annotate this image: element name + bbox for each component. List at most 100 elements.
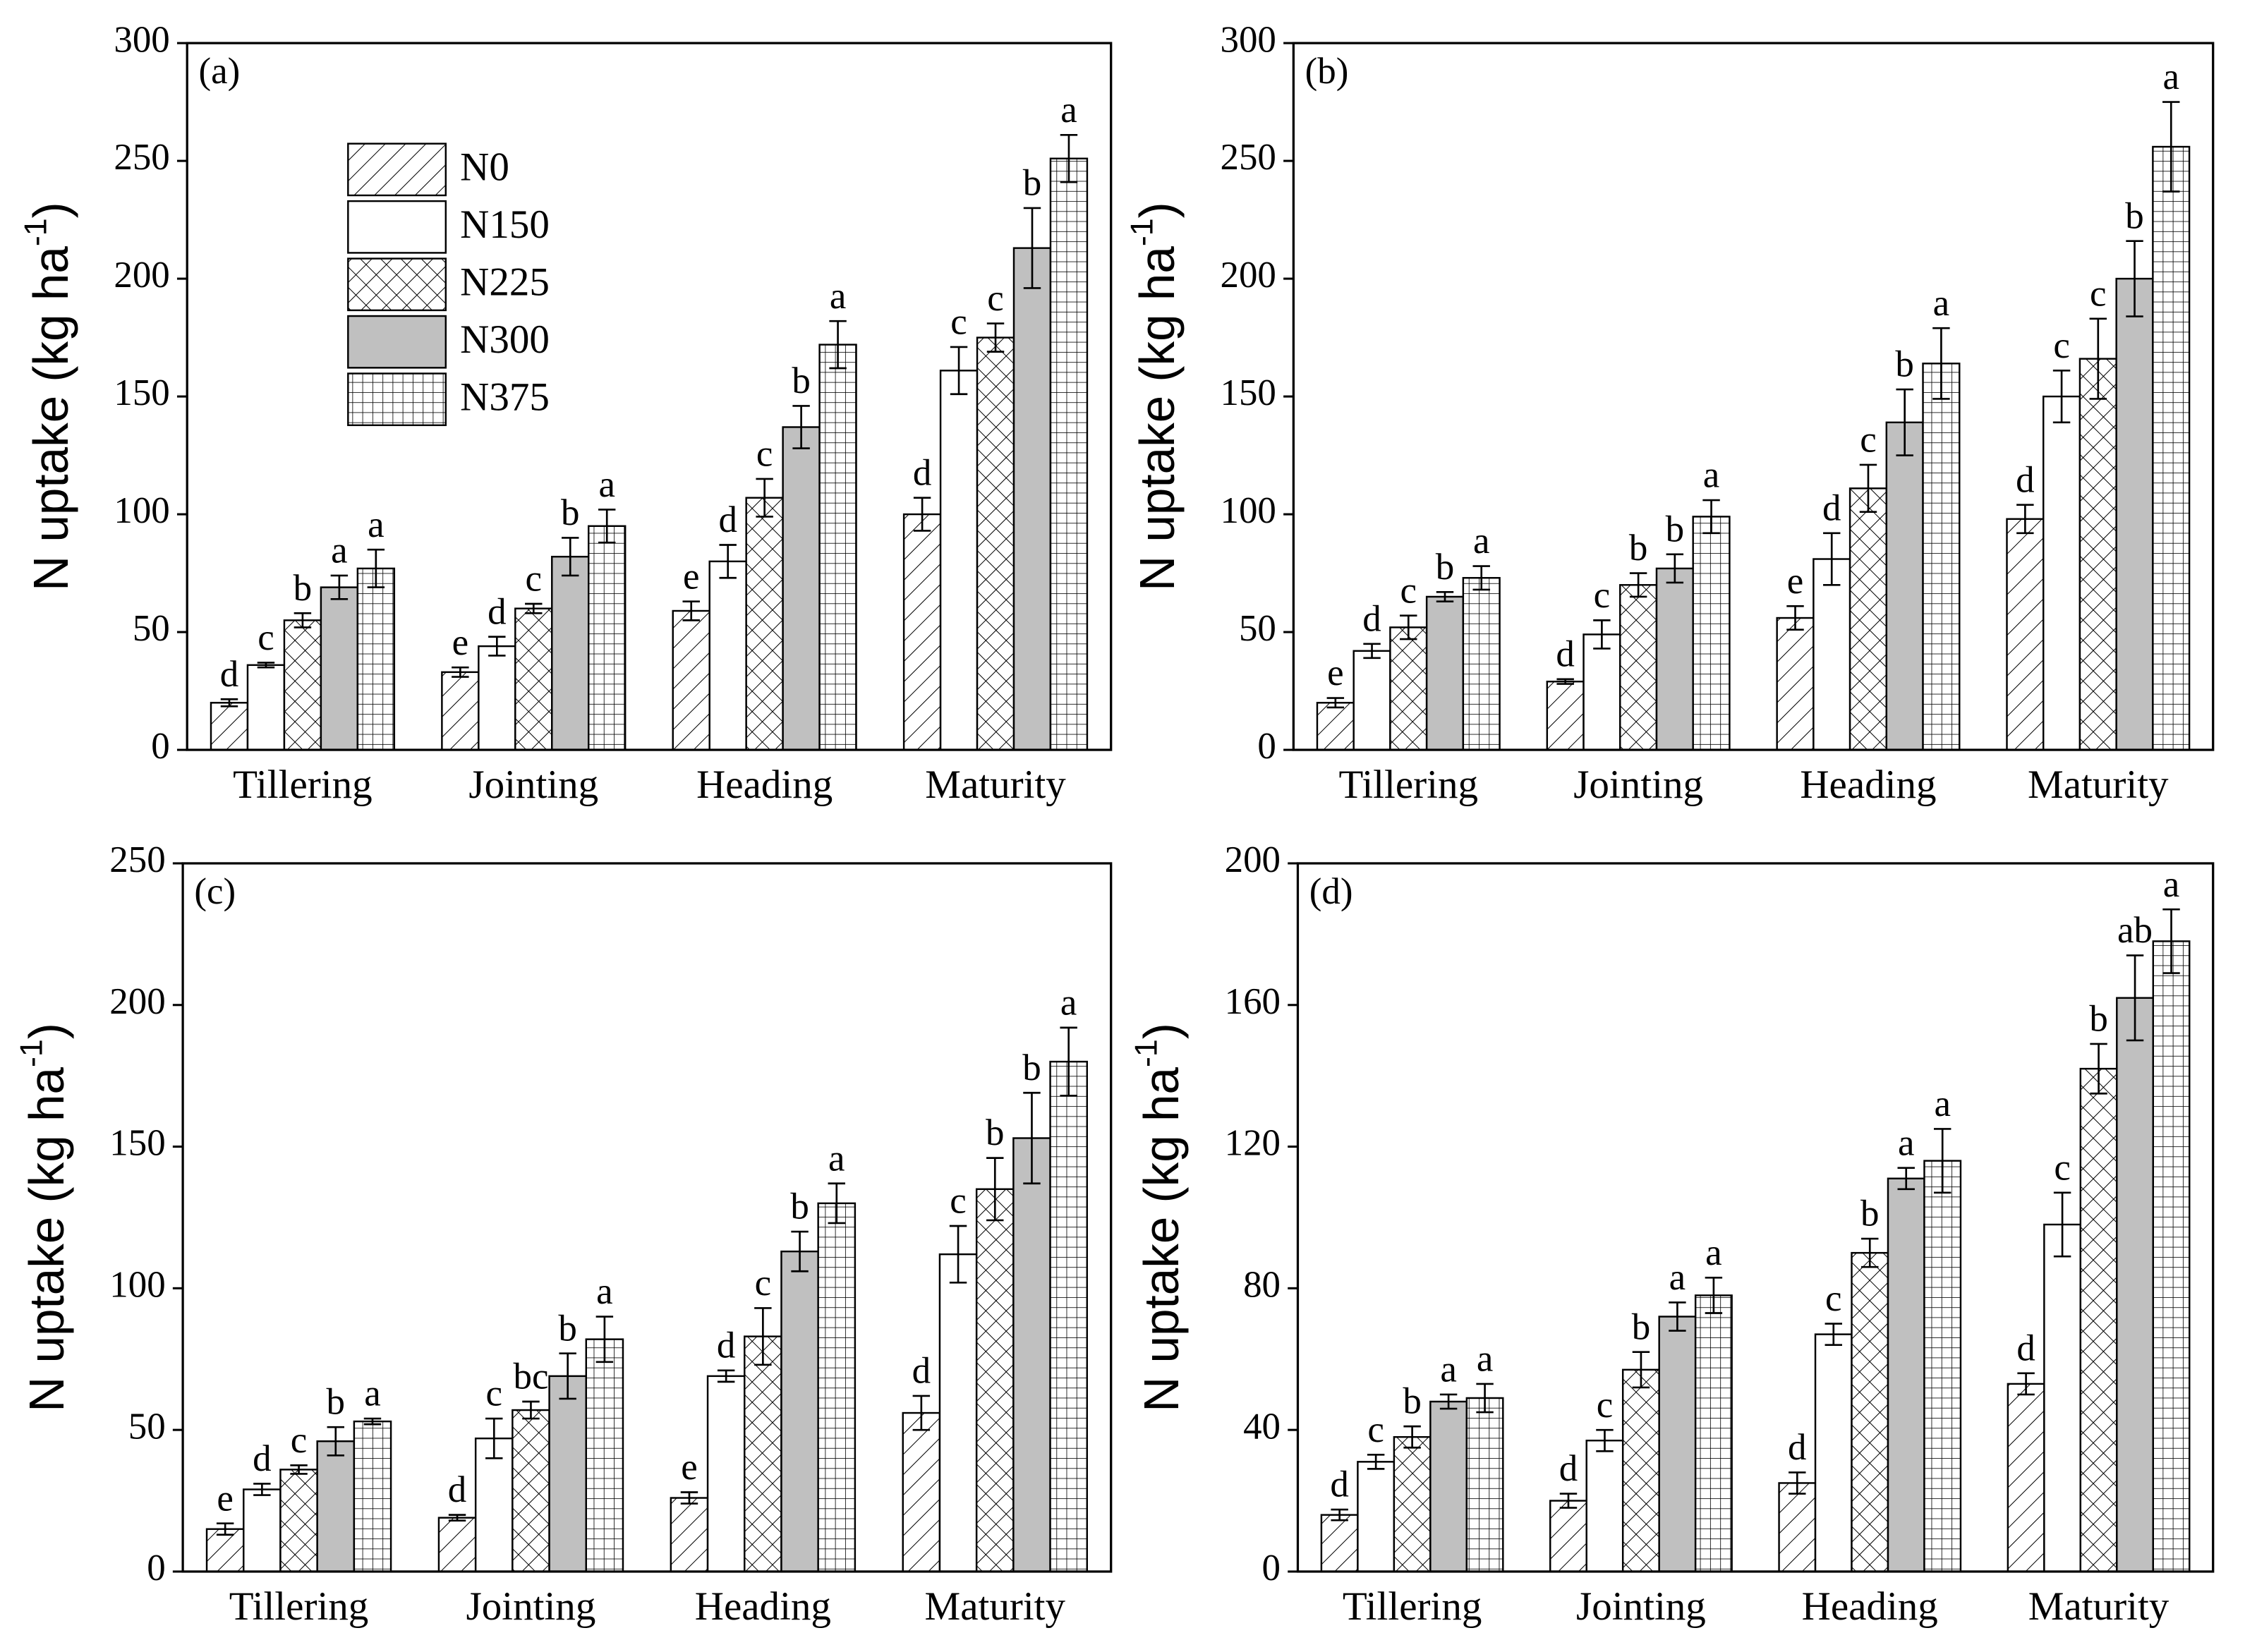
- bar: [353, 1420, 392, 1573]
- error-bar: [2126, 954, 2144, 1042]
- y-axis-label: N uptake (kg ha-1): [13, 1023, 74, 1412]
- error-bar: [791, 1230, 809, 1273]
- bar: [1655, 567, 1694, 751]
- significance-letter: a: [1933, 283, 1950, 324]
- panel: 0 50 100 150 200 250 300 N uptake (kg ha-1) (b) T…: [1124, 19, 2215, 807]
- bar: [780, 1250, 819, 1573]
- error-bar: [1859, 463, 1877, 514]
- bar: [210, 702, 249, 751]
- significance-letter: e: [1787, 561, 1804, 602]
- x-tick-label: Maturity: [924, 1584, 1065, 1629]
- y-axis-label-text: N uptake (kg ha: [1130, 246, 1185, 591]
- bar: [1694, 1294, 1733, 1573]
- error-bar: [950, 346, 968, 396]
- significance-letter: c: [1367, 1409, 1384, 1450]
- y-tick-label: 200: [114, 255, 169, 296]
- significance-letter: a: [1934, 1083, 1951, 1124]
- plot-frame: [1292, 42, 2215, 751]
- significance-letter: c: [950, 1181, 967, 1222]
- significance-letter: b: [1023, 162, 1041, 203]
- y-axis-label-sup: -1: [1128, 1039, 1163, 1067]
- bar: [1813, 558, 1851, 751]
- x-tick-label: Tillering: [1339, 763, 1479, 807]
- y-tick-label: 200: [1221, 255, 1276, 296]
- error-bar: [488, 636, 506, 657]
- error-bar: [1060, 134, 1078, 183]
- error-bar: [1596, 1428, 1614, 1452]
- bar: [902, 513, 942, 751]
- bar: [1621, 1368, 1660, 1573]
- bar: [670, 1497, 709, 1573]
- y-tick-label: 100: [109, 1265, 165, 1306]
- bar: [706, 1375, 746, 1573]
- significance-letter: a: [828, 1138, 845, 1179]
- y-tick-label: 0: [1257, 726, 1276, 767]
- error-bar: [327, 1426, 344, 1457]
- error-bar: [1702, 499, 1720, 535]
- error-bar: [949, 1225, 967, 1284]
- bar: [2042, 395, 2081, 751]
- significance-letter: a: [368, 504, 385, 545]
- plot-frame: [186, 42, 1113, 751]
- legend-label: N375: [460, 375, 550, 419]
- significance-letter: ab: [2117, 910, 2153, 951]
- bar: [2078, 358, 2117, 751]
- significance-letter: bc: [513, 1356, 548, 1397]
- y-tick-label: 100: [114, 490, 169, 531]
- bar: [279, 1469, 318, 1573]
- bar: [1389, 626, 1428, 751]
- significance-letter: c: [950, 302, 967, 343]
- error-bar: [986, 322, 1005, 353]
- bar: [2043, 1223, 2082, 1573]
- error-bar: [257, 662, 275, 669]
- y-axis-label-end: ): [1134, 1023, 1189, 1039]
- y-axis-label-sup: -1: [18, 218, 53, 246]
- error-bar: [485, 1417, 503, 1459]
- bar: [1851, 1251, 1889, 1573]
- bar: [441, 671, 480, 751]
- error-bar: [682, 600, 700, 621]
- bar: [939, 370, 979, 751]
- significance-letter: d: [2016, 1328, 2035, 1368]
- error-bar: [2162, 101, 2180, 193]
- y-axis-label: N uptake (kg ha-1): [1128, 1023, 1189, 1412]
- bar: [585, 1338, 624, 1573]
- error-bar: [559, 1352, 576, 1400]
- significance-letter: e: [683, 556, 700, 597]
- error-bar: [1472, 565, 1490, 591]
- bar: [1357, 1461, 1396, 1573]
- error-bar: [754, 1307, 772, 1366]
- significance-letter: a: [1705, 1232, 1722, 1273]
- bar: [548, 1375, 587, 1573]
- error-bar: [680, 1491, 698, 1505]
- error-bar: [216, 1522, 234, 1536]
- bar: [1012, 1137, 1051, 1573]
- bar: [1619, 584, 1658, 751]
- y-axis-label: N uptake (kg ha-1): [1124, 202, 1185, 591]
- error-bar: [1367, 1453, 1385, 1470]
- significance-letter: a: [596, 1271, 613, 1312]
- x-tick-label: Maturity: [925, 763, 1066, 807]
- legend-label: N150: [460, 202, 550, 247]
- bar: [1049, 1060, 1088, 1573]
- bar: [283, 619, 322, 751]
- significance-letter: b: [558, 1308, 576, 1349]
- panel-label: (a): [199, 51, 241, 92]
- error-bar: [1932, 327, 1950, 400]
- bar: [1316, 702, 1355, 751]
- significance-letter: e: [217, 1478, 233, 1519]
- significance-letter: b: [986, 1112, 1004, 1153]
- y-tick-label: 100: [1221, 490, 1276, 531]
- error-bar: [1666, 553, 1684, 584]
- error-bar: [1896, 388, 1913, 456]
- bar: [1429, 1400, 1468, 1573]
- error-bar: [1363, 643, 1381, 660]
- significance-letter: b: [1666, 509, 1684, 549]
- bar: [320, 586, 359, 751]
- error-bar: [2052, 370, 2071, 424]
- bar: [478, 645, 516, 751]
- y-axis-label-end: ): [1130, 202, 1185, 218]
- y-axis-label-sup: -1: [13, 1039, 49, 1067]
- error-bar: [290, 1464, 308, 1475]
